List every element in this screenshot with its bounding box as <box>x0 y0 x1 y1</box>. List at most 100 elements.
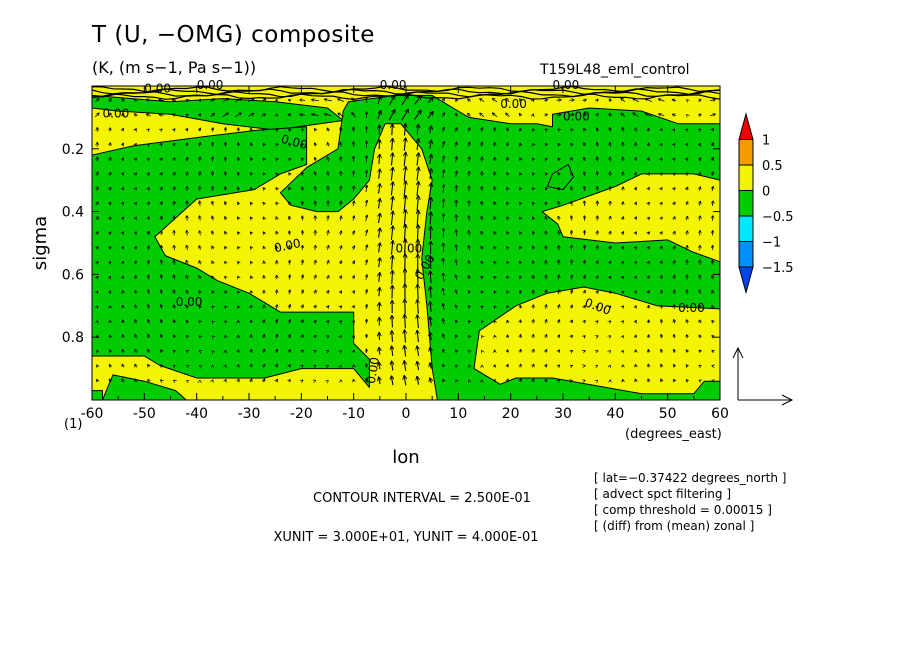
wind-vector <box>699 100 701 101</box>
wind-vector <box>328 157 329 162</box>
wind-vector <box>699 114 702 115</box>
wind-vector <box>430 126 432 134</box>
wind-vector <box>635 217 637 219</box>
wind-vector <box>338 113 345 117</box>
wind-vector <box>148 379 150 381</box>
wind-vector <box>222 99 228 103</box>
wind-vector <box>391 197 393 211</box>
wind-vector <box>324 114 332 117</box>
contour-label: 0.00 <box>273 236 302 255</box>
wind-vector <box>584 157 585 162</box>
wind-vector <box>263 173 265 175</box>
wind-vector <box>341 201 342 206</box>
wind-vector <box>388 110 394 121</box>
wind-vector <box>212 306 213 307</box>
wind-vector <box>699 129 701 131</box>
contour-label: 0.00 <box>553 78 580 92</box>
wind-vector <box>571 216 572 221</box>
wind-vector <box>414 110 422 120</box>
wind-vector <box>315 290 316 294</box>
wind-vector <box>212 276 214 278</box>
wind-vector <box>352 113 356 118</box>
wind-vector <box>699 216 700 221</box>
wind-vector <box>135 364 137 368</box>
wind-vector <box>328 231 329 236</box>
wind-vector <box>648 158 649 161</box>
wind-vector <box>556 115 561 116</box>
wind-vector <box>186 305 188 308</box>
wind-vector <box>109 217 111 219</box>
wind-vector <box>234 113 241 118</box>
wind-vector <box>276 188 278 190</box>
wind-vector <box>392 331 393 342</box>
wind-vector <box>674 129 675 130</box>
wind-vector <box>558 350 560 352</box>
wind-vector <box>392 124 393 136</box>
wind-vector <box>686 158 688 160</box>
negative-region <box>546 164 574 191</box>
wind-vector <box>417 153 419 166</box>
wind-vector <box>443 364 444 367</box>
wind-vector <box>146 100 151 101</box>
wind-vector <box>109 187 111 190</box>
wind-vector <box>597 231 598 236</box>
wind-vector <box>507 232 509 234</box>
wind-vector <box>533 275 534 280</box>
wind-vector <box>340 142 341 147</box>
wind-vector <box>699 201 700 206</box>
y-axis: 0.2 0.4 0.6 0.8 <box>62 142 720 346</box>
wind-vector <box>225 172 226 177</box>
wind-vector <box>97 217 99 220</box>
wind-vector <box>456 99 457 101</box>
wind-vector <box>161 187 162 190</box>
wind-vector <box>174 350 175 352</box>
wind-vector <box>392 256 393 270</box>
wind-vector <box>430 154 432 164</box>
wind-vector <box>340 321 341 322</box>
wind-vector <box>622 217 623 220</box>
wind-vector <box>623 142 624 147</box>
wind-vector <box>635 306 636 308</box>
wind-vector <box>597 261 598 265</box>
wind-vector <box>456 113 457 117</box>
wind-vector <box>110 262 111 264</box>
wind-vector <box>559 231 560 236</box>
wind-vector <box>405 124 406 136</box>
wind-vector <box>391 182 393 196</box>
wind-vector <box>532 217 534 219</box>
wind-vector <box>443 319 445 325</box>
wind-vector <box>276 379 278 382</box>
wind-vector <box>456 320 458 323</box>
wind-vector <box>238 379 239 382</box>
wind-vector <box>417 300 418 314</box>
wind-vector <box>558 365 560 367</box>
x-axis: -60 -50 -40 -30 -20 -10 0 10 20 30 40 50 60 <box>81 86 729 422</box>
wind-vector <box>199 114 200 117</box>
wind-vector <box>712 143 714 146</box>
wind-vector <box>405 254 406 271</box>
wind-vector <box>247 99 254 103</box>
wind-vector <box>263 217 264 219</box>
wind-vector <box>699 365 701 366</box>
wind-vector <box>302 172 303 175</box>
wind-vector <box>404 361 406 371</box>
wind-vector <box>558 129 559 130</box>
wind-vector <box>571 335 573 337</box>
wind-vector <box>315 366 316 367</box>
wind-vector <box>469 171 470 177</box>
wind-vector <box>520 202 522 204</box>
contour-label: 0.00 <box>280 132 309 152</box>
wind-vector <box>507 262 509 264</box>
wind-vector <box>199 128 200 132</box>
colorbar-level-label: −0.5 <box>762 210 794 225</box>
wind-vector <box>225 365 226 367</box>
wind-vector <box>621 113 626 118</box>
wind-vector <box>251 364 252 368</box>
wind-vector <box>161 275 162 280</box>
wind-vector <box>186 336 187 337</box>
wind-vector <box>148 129 149 130</box>
wind-vector <box>212 261 214 264</box>
wind-vector <box>250 247 251 249</box>
wind-vector <box>392 316 393 328</box>
wind-vector <box>123 113 124 116</box>
